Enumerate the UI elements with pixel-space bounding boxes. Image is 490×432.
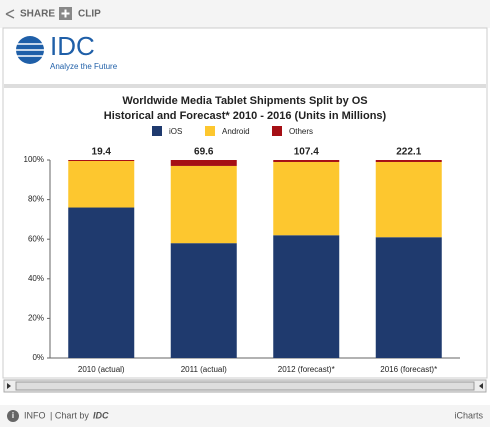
brand[interactable]: iCharts bbox=[454, 410, 483, 420]
info-icon[interactable] bbox=[7, 410, 19, 422]
chart-by: | Chart by bbox=[50, 410, 89, 420]
y-tick-label: 40% bbox=[28, 274, 44, 283]
logo-lines bbox=[16, 43, 44, 57]
tagline: Analyze the Future bbox=[50, 62, 118, 71]
share[interactable]: SHARE bbox=[20, 9, 55, 20]
bar-segment bbox=[170, 165, 237, 244]
x-tick-label: 2016 (forecast)* bbox=[380, 365, 437, 374]
y-tick-label: 100% bbox=[24, 155, 44, 164]
toolbar bbox=[0, 0, 490, 28]
share-icon[interactable] bbox=[5, 9, 15, 19]
total-label: 222.1 bbox=[396, 147, 421, 158]
legend-label: Others bbox=[289, 127, 313, 136]
bar-segment bbox=[68, 160, 135, 208]
chart-subtitle: Historical and Forecast* 2010 - 2016 (Un… bbox=[104, 110, 387, 122]
total-label: 69.6 bbox=[194, 147, 214, 158]
bar-segment bbox=[375, 160, 442, 162]
y-tick-label: 60% bbox=[28, 234, 44, 243]
bar-segment bbox=[68, 160, 135, 161]
scroll-thumb[interactable] bbox=[15, 381, 475, 391]
bar-segment bbox=[273, 235, 340, 358]
legend-label: Android bbox=[222, 127, 250, 136]
bar-segment bbox=[170, 160, 237, 166]
separator bbox=[4, 84, 486, 88]
plus bbox=[61, 9, 70, 18]
bar-segment bbox=[273, 160, 340, 162]
clip[interactable]: CLIP bbox=[78, 9, 101, 20]
x-tick-label: 2011 (actual) bbox=[181, 365, 227, 374]
footer bbox=[0, 405, 490, 427]
y-tick-label: 0% bbox=[32, 353, 44, 362]
info[interactable]: INFO bbox=[24, 410, 46, 420]
x-tick-label: 2010 (actual) bbox=[78, 365, 125, 374]
legend-label: iOS bbox=[169, 127, 182, 136]
total-label: 107.4 bbox=[294, 147, 319, 158]
x-tick-label: 2012 (forecast)* bbox=[278, 365, 335, 374]
logo: IDC bbox=[50, 31, 95, 61]
y-tick-label: 20% bbox=[28, 314, 44, 323]
bar-segment bbox=[375, 237, 442, 358]
info-i: i bbox=[12, 411, 14, 420]
y-tick-label: 80% bbox=[28, 195, 44, 204]
legend-swatch bbox=[205, 126, 215, 136]
bar-segment bbox=[68, 207, 135, 358]
chart-by-brand[interactable]: IDC bbox=[93, 410, 109, 420]
bar-segment bbox=[170, 243, 237, 358]
total-label: 19.4 bbox=[92, 147, 112, 158]
chart-title: Worldwide Media Tablet Shipments Split b… bbox=[122, 95, 367, 107]
bar-segment bbox=[375, 161, 442, 238]
legend-swatch bbox=[272, 126, 282, 136]
bar-segment bbox=[273, 161, 340, 236]
legend-swatch bbox=[152, 126, 162, 136]
